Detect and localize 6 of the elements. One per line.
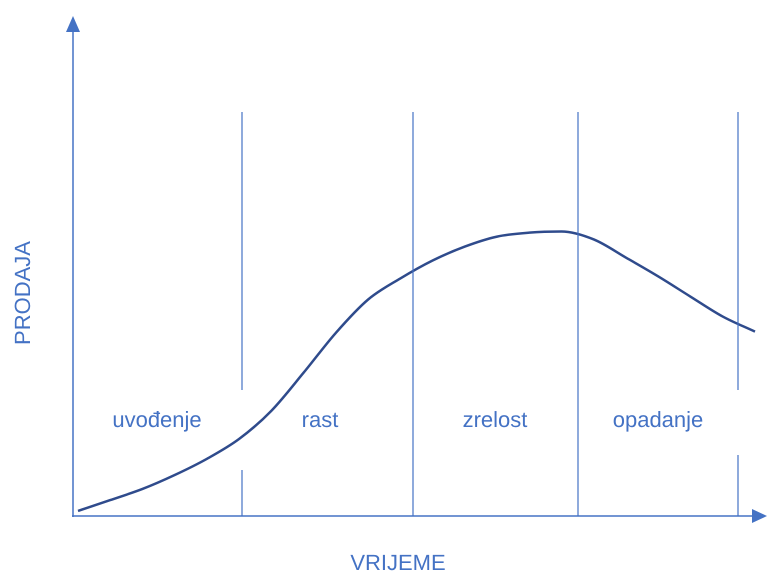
y-axis-title: PRODAJA: [10, 240, 36, 345]
annotation: opadanje: [612, 407, 704, 432]
annotation: uvođenje: [112, 407, 202, 432]
annotation: rast: [302, 407, 338, 432]
x-axis-title: VRIJEME: [350, 550, 446, 576]
annotation: zrelost: [462, 407, 528, 432]
